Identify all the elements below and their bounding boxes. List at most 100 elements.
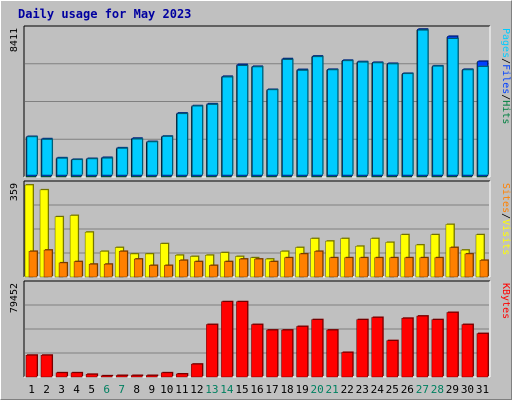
- x-tick-label-28: 28: [431, 383, 444, 396]
- bar-visits-sites-27: [419, 257, 429, 278]
- x-tick-label-19: 19: [295, 383, 308, 396]
- bar-visits-sites-25: [389, 257, 399, 278]
- x-tick-label-12: 12: [190, 383, 203, 396]
- bar-requests-pages-23: [357, 62, 368, 176]
- bar-requests-pages-9: [147, 141, 158, 176]
- x-tick-label-31: 31: [476, 383, 489, 396]
- bar-visits-sites-12: [194, 261, 203, 278]
- bar-shadow-kbytes-kbytes-6: [102, 374, 114, 376]
- bar-kbytes-kbytes-21: [326, 329, 338, 378]
- bar-requests-pages-4: [71, 159, 83, 176]
- x-tick-label-9: 9: [148, 383, 155, 396]
- bar-kbytes-kbytes-29: [446, 312, 459, 378]
- x-tick-label-23: 23: [356, 383, 369, 396]
- x-tick-label-6: 6: [103, 383, 110, 396]
- chart-title: Daily usage for May 2023: [18, 7, 192, 21]
- bar-requests-pages-11: [177, 113, 188, 176]
- bar-kbytes-kbytes-8: [130, 375, 143, 378]
- y-max-label-kbytes: 79452: [9, 283, 20, 313]
- bar-visits-sites-2: [43, 249, 53, 278]
- legend-entry-visits-0: Sites: [500, 183, 511, 213]
- bar-requests-pages-13: [207, 104, 218, 176]
- x-tick-label-16: 16: [250, 383, 263, 396]
- bar-kbytes-kbytes-20: [311, 319, 323, 378]
- bar-kbytes-kbytes-16: [251, 324, 263, 378]
- legend-requests: Pages/Files/Hits: [500, 28, 511, 124]
- bar-visits-sites-7: [118, 251, 128, 278]
- bar-visits-sites-17: [269, 261, 278, 278]
- x-tick-label-20: 20: [311, 383, 324, 396]
- bar-visits-sites-8: [133, 258, 143, 278]
- bar-requests-pages-25: [387, 63, 399, 176]
- x-tick-label-10: 10: [160, 383, 173, 396]
- legend-entry-requests-4: Hits: [500, 100, 511, 124]
- bar-visits-sites-14: [224, 261, 233, 278]
- x-tick-label-11: 11: [175, 383, 188, 396]
- bar-kbytes-kbytes-1: [25, 354, 38, 378]
- bar-visits-sites-31: [479, 260, 489, 278]
- bar-requests-pages-24: [372, 62, 383, 176]
- bar-visits-sites-3: [58, 262, 68, 278]
- bar-visits-sites-20: [314, 251, 323, 278]
- y-max-label-requests: 8411: [9, 28, 20, 52]
- x-tick-label-17: 17: [265, 383, 278, 396]
- bar-kbytes-kbytes-9: [146, 375, 158, 378]
- bar-visits-sites-22: [344, 257, 353, 278]
- bar-requests-pages-29: [447, 38, 459, 176]
- y-max-label-visits: 359: [9, 183, 20, 201]
- bar-visits-sites-18: [284, 257, 293, 278]
- legend-entry-requests-2: Files: [500, 64, 511, 94]
- x-tick-label-30: 30: [461, 383, 474, 396]
- bar-visits-sites-29: [449, 247, 459, 278]
- bar-requests-pages-2: [41, 139, 53, 176]
- x-tick-label-15: 15: [235, 383, 248, 396]
- bar-visits-sites-5: [88, 263, 98, 278]
- bar-visits-sites-10: [164, 265, 173, 278]
- bar-kbytes-kbytes-4: [70, 372, 83, 378]
- bar-requests-pages-12: [192, 105, 203, 176]
- x-tick-label-29: 29: [446, 383, 459, 396]
- bar-requests-pages-30: [462, 69, 474, 176]
- x-tick-label-3: 3: [58, 383, 65, 396]
- bar-visits-sites-13: [209, 265, 218, 278]
- bar-kbytes-kbytes-14: [221, 301, 233, 378]
- legend-entry-kbytes-0: KBytes: [500, 283, 511, 319]
- x-tick-label-24: 24: [371, 383, 385, 396]
- bar-requests-pages-8: [131, 138, 143, 176]
- bar-kbytes-kbytes-18: [281, 329, 293, 378]
- bar-requests-pages-26: [402, 73, 414, 176]
- bar-requests-pages-21: [327, 69, 338, 176]
- bar-visits-sites-9: [149, 265, 158, 278]
- bar-kbytes-kbytes-30: [461, 324, 474, 378]
- bar-requests-pages-15: [237, 65, 248, 176]
- bar-requests-pages-19: [297, 70, 308, 176]
- bar-visits-sites-19: [299, 253, 308, 278]
- bar-kbytes-kbytes-23: [356, 319, 368, 378]
- bar-requests-pages-18: [282, 59, 293, 176]
- bar-requests-pages-10: [162, 136, 173, 176]
- x-tick-label-18: 18: [280, 383, 293, 396]
- bar-requests-pages-16: [252, 66, 263, 176]
- bar-requests-pages-22: [342, 60, 353, 176]
- bar-kbytes-kbytes-7: [115, 375, 128, 378]
- bar-kbytes-kbytes-27: [416, 315, 429, 378]
- bar-kbytes-kbytes-15: [236, 301, 248, 378]
- bar-kbytes-kbytes-13: [206, 324, 218, 378]
- x-tick-label-27: 27: [416, 383, 429, 396]
- bar-kbytes-kbytes-31: [476, 333, 489, 378]
- bar-visits-sites-24: [374, 257, 383, 278]
- bar-kbytes-kbytes-24: [371, 317, 383, 378]
- bar-visits-sites-15: [239, 258, 248, 278]
- bar-kbytes-kbytes-2: [40, 354, 53, 378]
- bar-requests-pages-6: [101, 157, 113, 176]
- x-tick-label-26: 26: [401, 383, 414, 396]
- bar-kbytes-kbytes-17: [266, 329, 278, 378]
- legend-entry-visits-2: Visits: [500, 219, 511, 255]
- bar-kbytes-kbytes-3: [55, 372, 68, 378]
- bar-kbytes-kbytes-22: [341, 352, 353, 378]
- x-tick-label-2: 2: [43, 383, 50, 396]
- x-tick-label-25: 25: [386, 383, 399, 396]
- x-tick-label-21: 21: [326, 383, 339, 396]
- bar-visits-sites-11: [179, 260, 188, 278]
